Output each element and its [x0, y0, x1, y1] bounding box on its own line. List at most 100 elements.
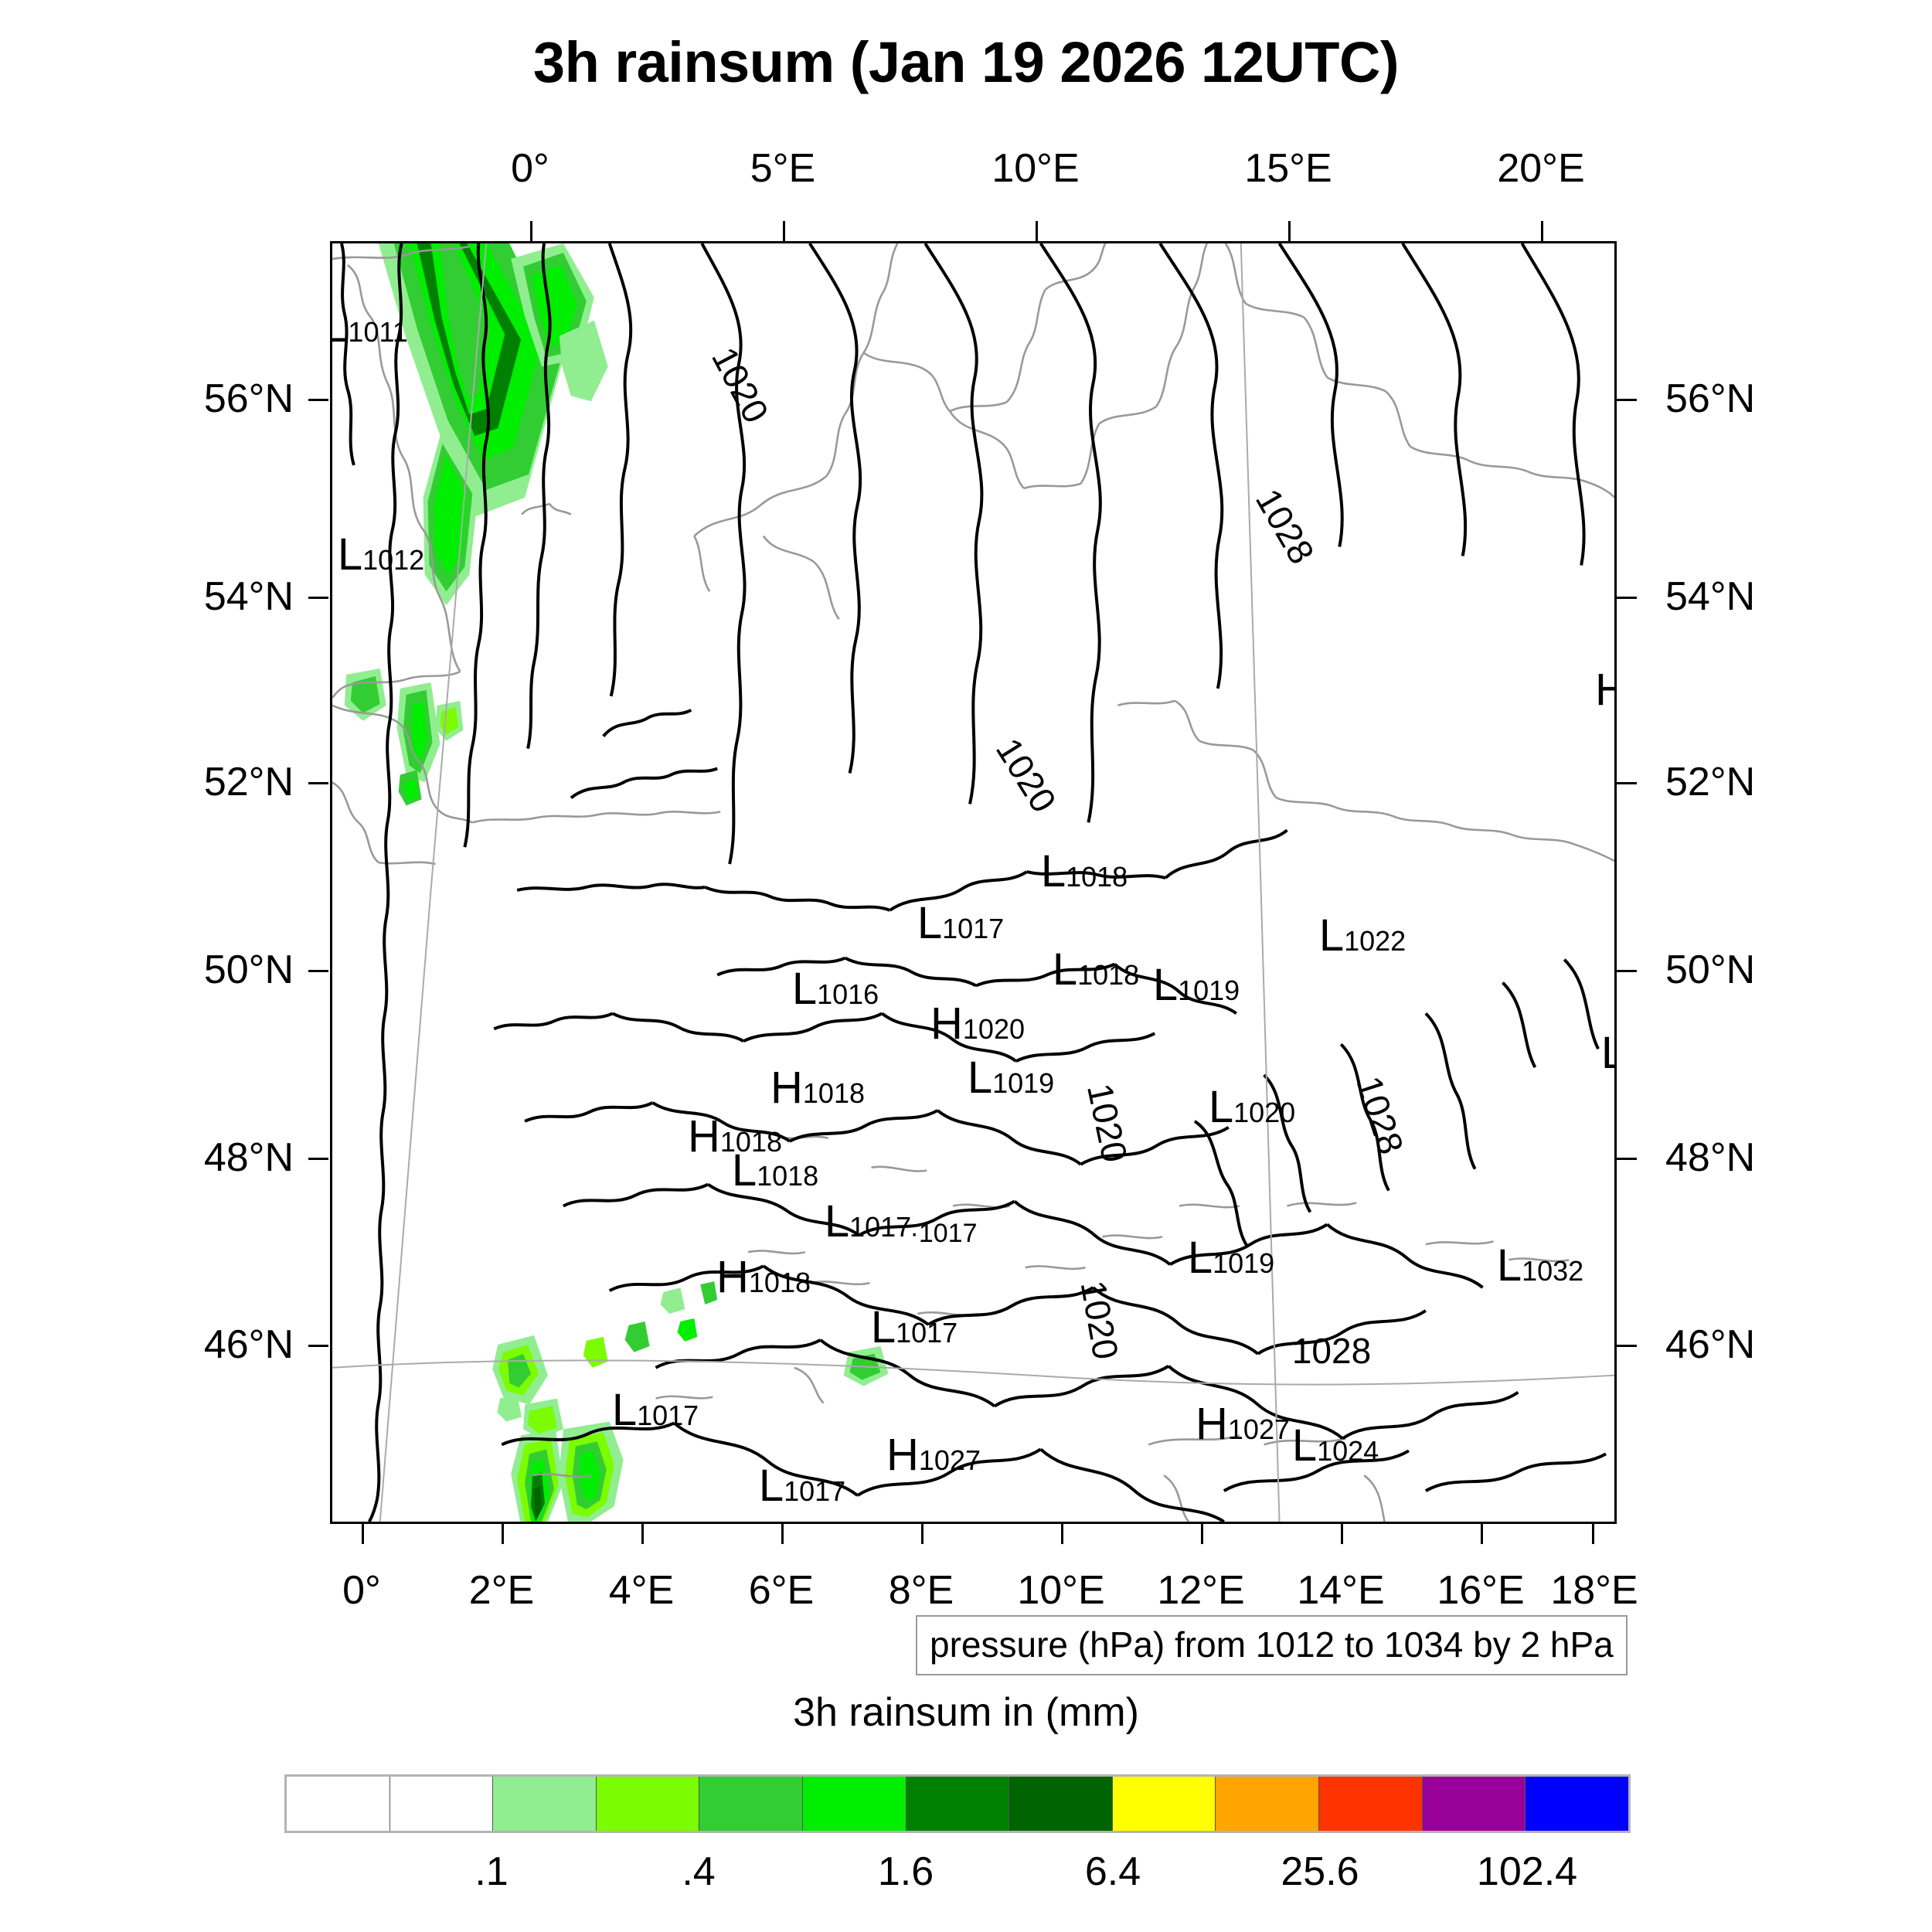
- axis-tick-top: [1288, 221, 1291, 241]
- colorbar-tick: 102.4: [1476, 1849, 1578, 1894]
- axis-tick-right: [1617, 782, 1637, 784]
- axis-tick-bottom: [1481, 1524, 1483, 1544]
- pressure-center-label: L1017: [870, 1302, 958, 1352]
- colorbar-tick: .1: [474, 1849, 509, 1894]
- pressure-center-label: L1019: [1187, 1233, 1275, 1283]
- pressure-center-label: L1017: [824, 1196, 912, 1247]
- page-title: 3h rainsum (Jan 19 2026 12UTC): [532, 30, 1400, 94]
- pressure-center-label: L1032: [1496, 1240, 1584, 1291]
- pressure-center-label: H1027: [1196, 1399, 1290, 1449]
- lon-label-top: 10°E: [992, 146, 1080, 191]
- pressure-center-label: L1020: [1208, 1082, 1296, 1132]
- lon-label-bottom: 10°E: [1017, 1568, 1105, 1613]
- pressure-center-label: ·1017: [910, 1219, 978, 1248]
- axis-tick-top: [1541, 221, 1543, 241]
- colorbar-swatch-11: [1422, 1777, 1526, 1831]
- lon-label-bottom: 2°E: [468, 1568, 535, 1613]
- pressure-center-label: L1011: [332, 304, 408, 349]
- axis-tick-top: [1036, 221, 1038, 241]
- lat-label-right: 56°N: [1665, 376, 1756, 421]
- colorbar-title: 3h rainsum in (mm): [793, 1690, 1139, 1735]
- axis-tick-top: [530, 221, 532, 241]
- pressure-center-label: H1020: [930, 998, 1025, 1049]
- colorbar-tick: 6.4: [1084, 1849, 1141, 1894]
- colorbar-swatch-7: [1009, 1777, 1113, 1831]
- coastline-layer: [332, 243, 1614, 1522]
- axis-tick-left: [308, 597, 328, 599]
- pressure-center-label: L1012: [337, 529, 425, 580]
- lat-label-right: 52°N: [1665, 760, 1756, 804]
- lon-label-bottom: 12°E: [1157, 1568, 1245, 1613]
- pressure-center-label: L1018: [1052, 944, 1140, 995]
- colorbar-swatch-0: [287, 1777, 390, 1831]
- pressure-center-label: L1016: [791, 964, 879, 1014]
- lat-label-left: 48°N: [203, 1135, 294, 1180]
- pressure-center-label: L1017: [758, 1461, 846, 1511]
- lon-label-bottom: 0°: [342, 1568, 381, 1613]
- axis-tick-left: [308, 399, 328, 401]
- colorbar-swatch-8: [1112, 1777, 1216, 1831]
- colorbar-swatch-9: [1216, 1777, 1320, 1831]
- axis-tick-right: [1617, 970, 1637, 972]
- axis-tick-bottom: [1201, 1524, 1203, 1544]
- lon-label-top: 5°E: [750, 146, 816, 191]
- axis-tick-bottom: [1592, 1524, 1594, 1544]
- lon-label-bottom: 16°E: [1437, 1568, 1525, 1613]
- isobar-value-label: 1028: [1291, 1331, 1372, 1371]
- lat-label-left: 50°N: [203, 947, 294, 992]
- colorbar-swatch-2: [493, 1777, 597, 1831]
- projection-graticule: [332, 243, 1614, 1522]
- colorbar-tick: .4: [682, 1849, 716, 1894]
- pressure-center-label: H1018: [688, 1111, 782, 1162]
- axis-tick-right: [1617, 597, 1637, 599]
- lon-label-top: 20°E: [1497, 146, 1585, 191]
- axis-tick-left: [308, 1345, 328, 1347]
- colorbar-swatch-10: [1319, 1777, 1423, 1831]
- axis-tick-right: [1617, 1158, 1637, 1160]
- pressure-center-label: L1024: [1291, 1420, 1379, 1471]
- axis-tick-bottom: [921, 1524, 923, 1544]
- map-plot-area: L1011 L1012 L1018 L1017 L1022 L1016 L101…: [330, 241, 1617, 1524]
- pressure-center-label: H: [1595, 668, 1614, 713]
- lat-label-left: 46°N: [203, 1322, 294, 1367]
- colorbar-swatch-5: [803, 1777, 906, 1831]
- axis-tick-top: [783, 221, 785, 241]
- pressure-center-label: H1027: [886, 1430, 981, 1480]
- colorbar-swatch-6: [906, 1777, 1010, 1831]
- pressure-center-label: L1017: [611, 1385, 699, 1435]
- lon-label-bottom: 8°E: [888, 1568, 954, 1613]
- lat-label-left: 52°N: [203, 760, 294, 804]
- pressure-center-label: L1022: [1318, 910, 1406, 961]
- axis-tick-right: [1617, 399, 1637, 401]
- pressure-contour-caption: pressure (hPa) from 1012 to 1034 by 2 hP…: [916, 1615, 1628, 1675]
- axis-tick-bottom: [1061, 1524, 1063, 1544]
- pressure-center-label: L1017: [917, 898, 1005, 948]
- pressure-center-label: L1018: [1040, 846, 1128, 896]
- lat-label-right: 48°N: [1665, 1135, 1756, 1180]
- axis-tick-left: [308, 1158, 328, 1160]
- lon-label-top: 0°: [511, 146, 549, 191]
- colorbar-tick: 25.6: [1281, 1849, 1359, 1894]
- lon-label-bottom: 18°E: [1550, 1568, 1638, 1613]
- lat-label-right: 46°N: [1665, 1322, 1756, 1367]
- axis-tick-bottom: [781, 1524, 784, 1544]
- lon-label-bottom: 6°E: [748, 1568, 815, 1613]
- pressure-center-label: L: [1601, 1031, 1614, 1076]
- map-canvas: [332, 243, 1614, 1522]
- isobar-layer: [340, 243, 1607, 1522]
- lon-label-top: 15°E: [1244, 146, 1332, 191]
- axis-tick-left: [308, 782, 328, 784]
- axis-tick-left: [308, 970, 328, 972]
- lat-label-right: 54°N: [1665, 574, 1756, 619]
- axis-tick-bottom: [502, 1524, 504, 1544]
- pressure-center-label: L1018: [731, 1145, 819, 1196]
- colorbar-swatch-1: [389, 1777, 494, 1831]
- axis-tick-bottom: [362, 1524, 364, 1544]
- lat-label-left: 56°N: [203, 376, 294, 421]
- colorbar-swatch-4: [699, 1777, 804, 1831]
- colorbar-tick: 1.6: [877, 1849, 934, 1894]
- pressure-center-label: H1018: [770, 1063, 865, 1113]
- colorbar-tick-labels: .1 .4 1.6 6.4 25.6 102.4: [284, 1849, 1631, 1903]
- colorbar-swatch-12: [1526, 1777, 1628, 1831]
- axis-tick-bottom: [641, 1524, 644, 1544]
